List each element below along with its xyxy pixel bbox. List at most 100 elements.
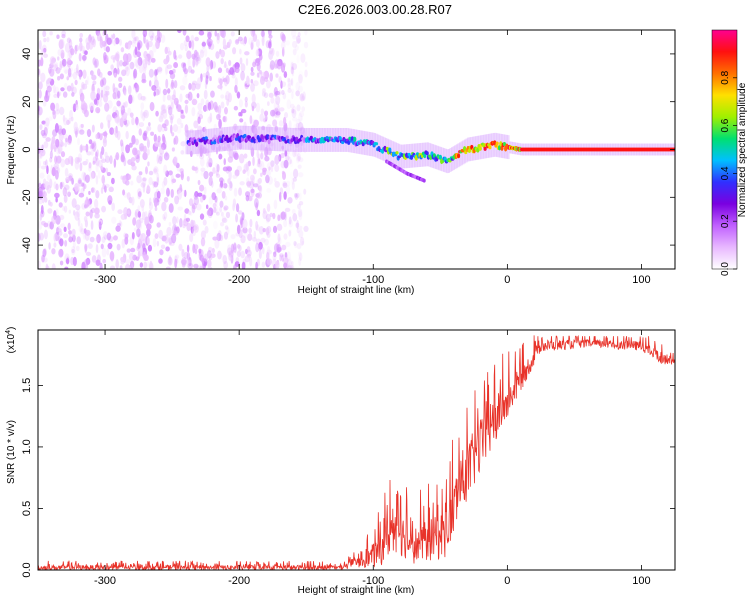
spectrogram-noise-blob: [291, 108, 295, 114]
spectrogram-noise-blob: [287, 262, 291, 269]
spectrogram-noise-blob: [161, 201, 167, 212]
spectrogram-noise-blob: [43, 122, 49, 131]
spectrogram-noise-blob: [256, 192, 263, 199]
spectrogram-noise-blob: [105, 167, 109, 174]
spectrogram-noise-blob: [242, 227, 248, 234]
spectrogram-noise-blob: [102, 258, 107, 264]
spectrogram-noise-blob: [204, 79, 208, 90]
spectrogram-noise-blob: [218, 153, 223, 160]
spectrogram-noise-blob: [44, 196, 48, 203]
spectrogram-noise-blob: [301, 106, 306, 112]
spectrogram-noise-blob: [291, 62, 298, 71]
spectrogram-noise-blob: [259, 143, 265, 153]
spectrogram-noise-blob: [279, 107, 285, 112]
spectrogram-noise-blob: [261, 91, 266, 97]
spectrogram-noise-blob: [150, 35, 154, 41]
spectrogram-noise-blob: [189, 150, 193, 158]
spectrogram-noise-blob: [166, 64, 173, 70]
spectrogram-noise-blob: [38, 182, 42, 189]
spectrogram-noise-blob: [71, 234, 76, 242]
spectrogram-noise-blob: [148, 177, 153, 186]
spectrogram-noise-blob: [250, 78, 254, 84]
spectrogram-noise-blob: [137, 193, 141, 200]
spectrogram-noise-blob: [198, 30, 205, 36]
spectrogram-noise-blob: [291, 40, 298, 49]
spectrogram-noise-blob: [56, 167, 61, 174]
spectrogram-noise-blob: [45, 159, 48, 168]
spectrogram-noise-blob: [64, 205, 68, 213]
spectrogram-noise-blob: [77, 217, 81, 227]
spectrogram-noise-blob: [239, 57, 243, 65]
spectrogram-noise-blob: [40, 48, 44, 58]
spectrogram-noise-blob: [138, 122, 145, 128]
spectrogram-noise-blob: [142, 251, 146, 260]
spectrogram-noise-blob: [84, 243, 87, 254]
spectrogram-noise-blob: [224, 106, 228, 115]
spectrogram-noise-blob: [62, 91, 68, 98]
spectrogram-noise-blob: [261, 247, 265, 255]
spectrogram-noise-blob: [113, 235, 118, 241]
spectrogram-noise-blob: [123, 89, 127, 96]
spectrogram-signal: [332, 139, 336, 143]
spectrogram-noise-blob: [227, 156, 234, 163]
spectrogram-noise-blob: [292, 168, 299, 179]
spectrogram-noise-blob: [208, 41, 211, 50]
spectrogram-noise-blob: [173, 156, 178, 163]
spectrogram-noise-blob: [59, 106, 65, 116]
snr-y-tick-label: 0.0: [21, 562, 33, 577]
spectrogram-noise-blob: [84, 243, 88, 251]
spectrogram-noise-blob: [275, 111, 281, 116]
spectrogram-noise-blob: [114, 109, 120, 118]
spectrogram-noise-blob: [83, 228, 87, 234]
spectrogram-noise-blob: [217, 104, 222, 115]
spectrogram-noise-blob: [66, 76, 70, 81]
spectrogram-noise-blob: [242, 229, 248, 238]
spectrogram-noise-blob: [137, 211, 142, 218]
spectrogram-noise-blob: [168, 237, 173, 246]
spectrogram-noise-blob: [104, 151, 108, 158]
spectrogram-noise-blob: [70, 48, 75, 56]
spectrogram-noise-blob: [95, 243, 99, 254]
spectrogram-noise-blob: [218, 145, 221, 152]
spectrogram-noise-blob: [89, 102, 95, 111]
spectrogram-noise-blob: [80, 188, 85, 195]
spectrogram-noise-blob: [278, 191, 282, 202]
spectrogram-noise-blob: [200, 230, 206, 240]
spectrogram-noise-blob: [182, 76, 188, 86]
spectrogram-noise-blob: [180, 170, 184, 181]
spectrogram-noise-blob: [221, 146, 227, 151]
spectrogram-noise-blob: [297, 85, 303, 93]
spectrogram-signal: [225, 134, 229, 140]
spectrogram-noise-blob: [221, 190, 226, 199]
spectrogram-noise-blob: [96, 87, 101, 95]
spectrogram-noise-blob: [289, 159, 294, 168]
spectrogram-signal: [494, 144, 498, 148]
spectrogram-noise-blob: [127, 85, 132, 95]
spectrogram-noise-blob: [228, 179, 232, 189]
spectrogram-noise-blob: [239, 48, 242, 55]
spectrogram-noise-blob: [191, 98, 198, 106]
spectrogram-noise-blob: [269, 60, 275, 70]
spectrogram-noise-blob: [167, 256, 173, 266]
spectrogram-noise-blob: [81, 145, 87, 151]
spectrogram-noise-blob: [253, 198, 259, 208]
spectrogram-noise-blob: [282, 257, 289, 265]
spectrogram-noise-blob: [280, 90, 285, 96]
spectrogram-noise-blob: [136, 150, 141, 157]
spectrogram-noise-blob: [266, 162, 273, 171]
spectrogram-noise-blob: [291, 208, 296, 215]
spectrogram-noise-blob: [192, 166, 198, 171]
spectrogram-noise-blob: [304, 30, 308, 36]
spectrogram-signal: [476, 147, 480, 153]
spectrogram-plot-area: [38, 30, 675, 269]
spectrogram-noise-blob: [64, 266, 69, 269]
spectrogram-noise-blob: [129, 61, 135, 70]
spectrogram-noise-blob: [134, 46, 138, 56]
spectrogram-noise-blob: [145, 166, 148, 175]
spectrogram-noise-blob: [248, 227, 252, 234]
spectrogram-noise-blob: [255, 242, 260, 253]
spectrogram-noise-blob: [173, 97, 179, 106]
spectrogram-noise-blob: [156, 66, 163, 72]
spectrogram-noise-blob: [146, 42, 150, 50]
spectrogram-noise-blob: [282, 171, 287, 180]
